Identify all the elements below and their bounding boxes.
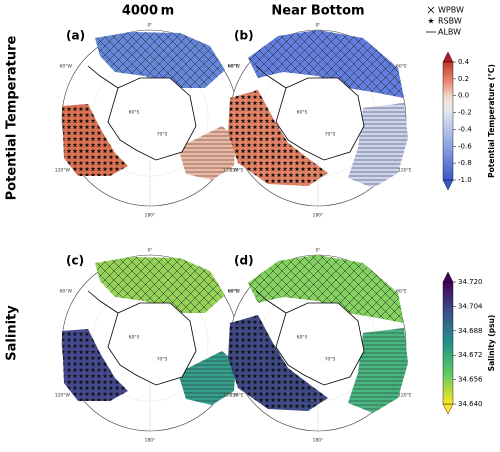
graticule-label: 120°E [398, 168, 412, 174]
legend-label: WPBW [438, 6, 464, 15]
graticule-label: 180° [145, 438, 156, 444]
map-panel: 0° 60°E 120°E 180° 120°W 60°W 60°S 70°S (d) [223, 248, 412, 444]
graticule-label: 120°W [55, 168, 71, 174]
graticule-label: 70°S [325, 357, 336, 363]
panel-label: (d) [234, 254, 254, 268]
colorbar-label: Potential Temperature (°C) [487, 64, 496, 178]
colorbar-tick-label: 34.720 [458, 278, 483, 286]
column-title: 4000 m [122, 4, 174, 19]
region-hatch [248, 255, 404, 323]
graticule-label: 60°E [228, 289, 239, 295]
graticule-label: 60°W [228, 289, 241, 295]
colorbar: 0.4 0.2 0.0 -0.2 -0.4 -0.6 -0.8 -1.0 Potential T… [442, 51, 496, 191]
colorbar-fill [442, 281, 454, 405]
legend-symbol [427, 6, 435, 14]
region-hatch [95, 257, 225, 313]
graticule-label: 120°E [230, 393, 244, 399]
region-hatch [178, 351, 236, 405]
graticule-label: 70°S [325, 132, 336, 138]
map-panel: 0° 60°E 120°E 180° 120°W 60°W 60°S 70°S (c) [55, 248, 244, 444]
colorbar-tick-label: -1.0 [458, 176, 472, 184]
annotations: 4000 m Near Bottom Potential Temperature… [5, 4, 496, 415]
colorbar-tick-label: 34.672 [458, 351, 483, 359]
graticule [259, 59, 377, 177]
graticule-label: 60°S [297, 335, 308, 341]
graticule-label: 60°W [60, 64, 73, 70]
panel-label: (c) [66, 254, 84, 268]
colorbar-tick-label: 34.656 [458, 376, 483, 384]
graticule-label: 60°E [228, 64, 239, 70]
graticule-label: 60°W [60, 289, 73, 295]
graticule-label: 60°W [228, 64, 241, 70]
panel-label: (a) [66, 29, 85, 43]
graticule-label: 60°E [396, 64, 407, 70]
colorbar-tick-label: 0.4 [458, 58, 470, 66]
row-title: Potential Temperature [5, 35, 20, 200]
colorbar-tick-label: -0.6 [458, 142, 472, 150]
region-hatch [62, 329, 128, 401]
region-hatch [248, 30, 404, 98]
colorbar-label: Salinity (psu) [487, 315, 496, 372]
region-hatch [228, 90, 328, 186]
colorbar-extend [442, 51, 454, 63]
region-hatch [62, 104, 128, 176]
region-hatch [228, 315, 328, 411]
graticule-label: 70°S [157, 132, 168, 138]
graticule-label: 0° [147, 23, 152, 29]
region-hatch [95, 32, 225, 88]
colorbar-tick-label: -0.4 [458, 125, 472, 133]
map-panel: 0° 60°E 120°E 180° 120°W 60°W 60°S 70°S (a) [55, 23, 244, 219]
graticule [91, 284, 209, 402]
graticule-label: 70°S [157, 357, 168, 363]
graticule [259, 284, 377, 402]
colorbar: 34.720 34.704 34.688 34.672 34.656 34.640 Sali… [442, 271, 496, 415]
legend: WPBW ★ RSBW ALBW [426, 6, 464, 37]
graticule-label: 120°E [230, 168, 244, 174]
graticule-label: 0° [147, 248, 152, 254]
colorbar-tick-label: 34.640 [458, 400, 483, 408]
graticule-label: 120°E [398, 393, 412, 399]
colorbar-tick-label: -0.2 [458, 109, 472, 117]
legend-symbol: ★ [427, 17, 434, 26]
graticule-label: 0° [315, 248, 320, 254]
graticule-label: 60°S [129, 110, 140, 116]
graticule-label: 180° [145, 213, 156, 219]
maps: 0° 60°E 120°E 180° 120°W 60°W 60°S 70°S (a) 0° 60°… [55, 23, 412, 444]
legend-label: ALBW [438, 28, 461, 37]
colorbar-extend [442, 403, 454, 415]
coastline [87, 65, 197, 161]
graticule [91, 59, 209, 177]
graticule-label: 120°W [223, 168, 239, 174]
colorbar-fill [442, 61, 454, 181]
graticule-label: 60°S [297, 110, 308, 116]
column-title: Near Bottom [271, 4, 364, 19]
graticule-label: 180° [313, 438, 324, 444]
coastline [255, 65, 365, 161]
graticule-label: 180° [313, 213, 324, 219]
colorbar-tick-label: 34.688 [458, 327, 483, 335]
coastline [255, 290, 365, 386]
legend-label: RSBW [438, 17, 462, 26]
coastline [87, 290, 197, 386]
panel-label: (b) [234, 29, 254, 43]
colorbar-tick-label: -0.8 [458, 159, 472, 167]
graticule-label: 0° [315, 23, 320, 29]
colorbar-tick-label: 0.0 [458, 92, 469, 100]
region-hatch [178, 126, 236, 180]
colorbar-tick-label: 34.704 [458, 302, 483, 310]
graticule-label: 60°E [396, 289, 407, 295]
graticule-label: 60°S [129, 335, 140, 341]
graticule-label: 120°W [55, 393, 71, 399]
colorbar-extend [442, 271, 454, 283]
row-title: Salinity [5, 305, 20, 361]
colorbar-extend [442, 179, 454, 191]
graticule-label: 120°W [223, 393, 239, 399]
colorbar-tick-label: 0.2 [458, 75, 469, 83]
map-panel: 0° 60°E 120°E 180° 120°W 60°W 60°S 70°S (b) [223, 23, 412, 219]
